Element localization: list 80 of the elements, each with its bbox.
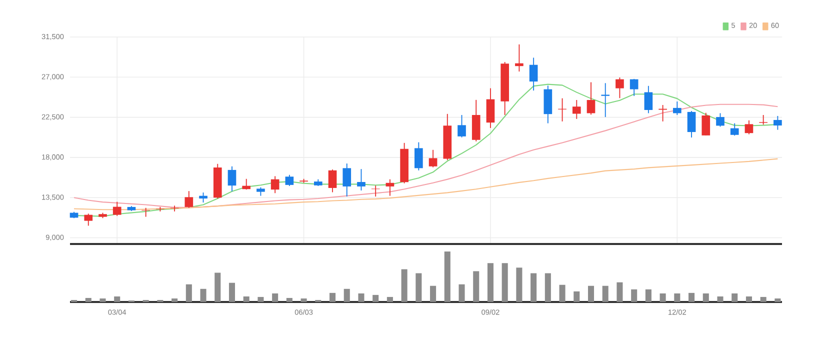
bar [300,298,307,302]
candlestick [242,178,251,190]
candlestick [199,192,208,203]
candlestick [673,101,682,116]
bar [243,296,250,302]
candlestick [702,112,710,136]
bar [344,288,350,302]
bar [200,288,206,302]
bar [688,292,695,302]
bar [544,273,551,302]
bar [430,286,436,302]
candlestick [486,88,495,128]
bar [473,271,480,302]
bar [660,293,666,302]
bar [186,284,192,302]
candlestick [687,110,696,138]
bar [85,298,92,302]
bar [444,252,450,302]
bar [774,298,781,302]
candlestick [270,176,280,194]
candlestick [342,163,352,198]
candlestick [386,178,394,196]
candlestick [84,213,93,226]
candlestick [601,82,610,118]
bar [702,293,709,302]
bar [502,263,508,302]
candlestick [285,174,294,186]
bar [516,268,522,302]
candlestick [414,142,423,171]
bar [258,296,264,302]
bar [329,292,336,302]
candlestick [142,207,150,218]
bar [401,269,408,302]
bar [645,289,652,302]
bar [760,296,766,302]
bar [416,273,422,302]
candlestick [630,78,638,96]
candlestick [774,115,782,130]
candlestick [644,85,653,114]
bar [674,293,680,302]
bar [272,293,278,302]
bar [717,296,724,302]
candlestick [458,114,466,138]
bar [228,282,236,302]
bar [358,293,364,302]
candlestick [529,57,538,91]
bar [530,273,537,302]
bar [574,291,580,302]
candlestick [616,77,624,99]
candlestick [357,168,366,191]
bar [114,296,120,302]
bar [631,289,638,302]
bar [172,298,178,302]
candlestick [328,169,337,193]
bar [616,282,623,302]
candlestick [515,44,524,72]
bar [386,296,393,302]
candlestick [572,100,581,120]
candlestick [228,166,236,192]
bar [746,296,752,302]
candlestick [759,114,768,126]
candlestick [730,122,739,136]
candlestick [184,190,194,208]
bar [588,286,594,302]
candlestick [371,185,380,198]
bar [458,284,465,302]
bar [559,284,566,302]
candlestick [112,201,122,216]
bar [372,294,379,302]
bar [214,272,221,302]
bar [732,293,738,302]
candlestick [586,82,596,116]
bar [286,298,292,302]
candlestick [744,120,754,135]
candlestick [428,149,438,168]
candlestick [170,205,179,212]
bar [100,298,106,302]
bar [602,286,608,302]
bar [487,263,494,302]
candlestick [716,112,724,128]
